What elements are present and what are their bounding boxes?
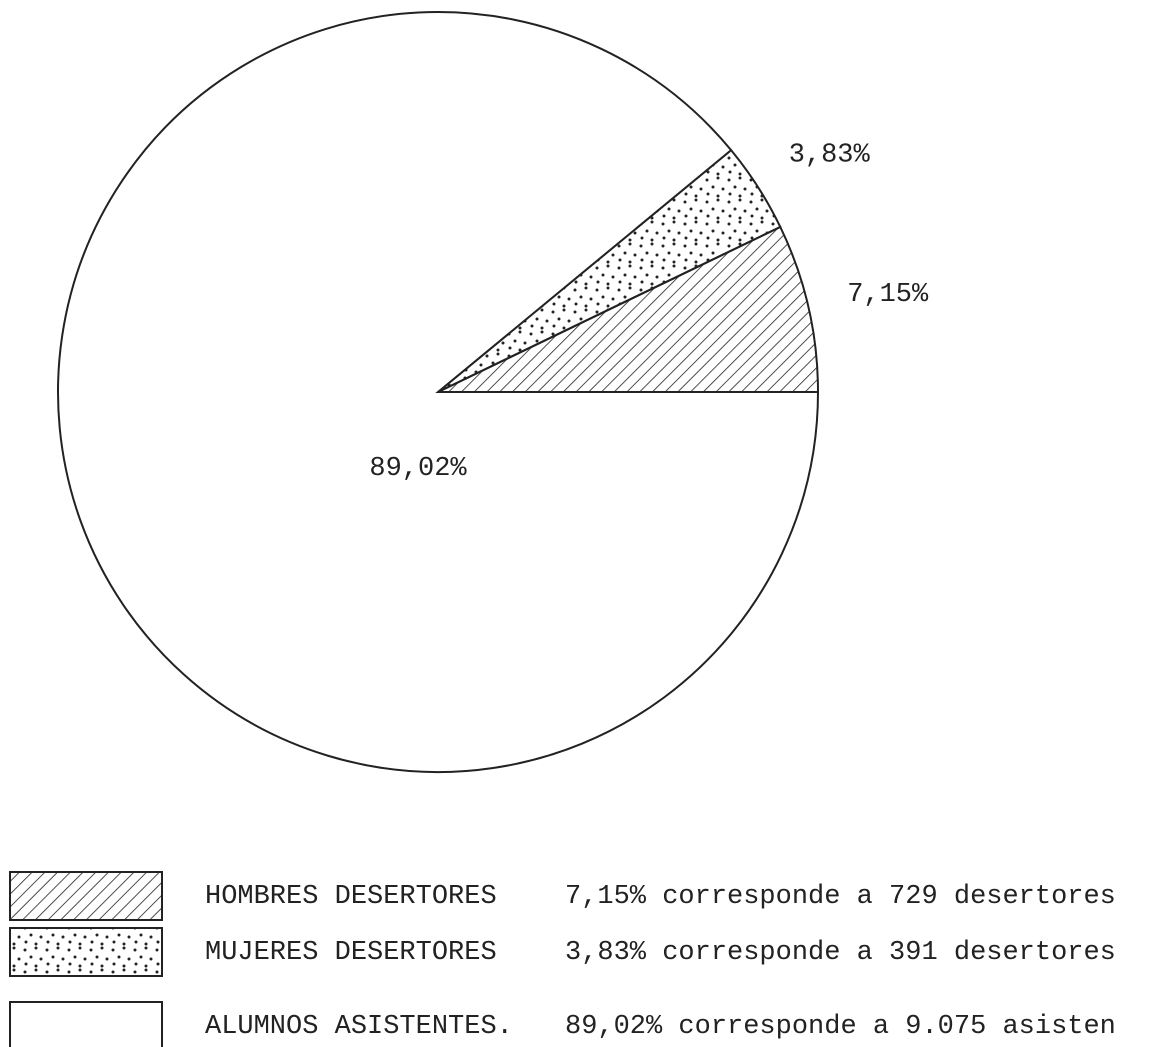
- legend-label: ALUMNOS ASISTENTES.: [205, 1012, 513, 1042]
- value-label: 7,15%: [847, 280, 929, 310]
- pie-slice: [437, 225, 820, 393]
- legend-description: 7,15% corresponde a 729 desertores: [565, 882, 1116, 912]
- pie-slice: [57, 11, 820, 773]
- legend-label: HOMBRES DESERTORES: [205, 882, 497, 912]
- legend-description: 3,83% corresponde a 391 desertores: [565, 938, 1116, 968]
- value-label: 89,02%: [369, 454, 467, 484]
- legend-description: 89,02% corresponde a 9.075 asisten: [565, 1012, 1116, 1042]
- legend-swatch: [9, 871, 163, 921]
- legend-swatch: [9, 927, 163, 977]
- value-label: 3,83%: [789, 140, 871, 170]
- legend-label: MUJERES DESERTORES: [205, 938, 497, 968]
- legend-swatch: [9, 1001, 163, 1047]
